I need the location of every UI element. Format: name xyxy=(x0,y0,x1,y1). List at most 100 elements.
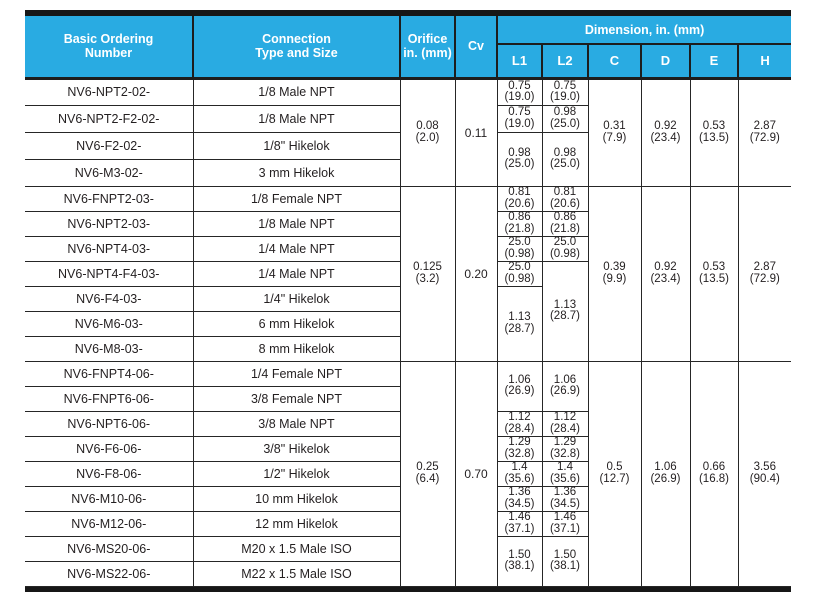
table-bottom-border xyxy=(25,586,791,592)
ordering-number-cell: NV6-M12-06- xyxy=(25,510,194,537)
table-row: NV6-M6-03- 6 mm Hikelok xyxy=(25,310,791,337)
header-cv: Cv xyxy=(454,16,498,80)
ordering-number-cell: NV6-NPT4-F4-03- xyxy=(25,260,194,287)
l2-cell: 1.06 (26.9) xyxy=(541,360,589,412)
orifice-cell: 0.25 (6.4) xyxy=(399,360,456,587)
l1-cell: 1.12 (28.4) xyxy=(496,410,543,437)
l2-cell: 0.75 (19.0) xyxy=(541,77,589,106)
ordering-number-cell: NV6-M8-03- xyxy=(25,335,194,362)
ordering-number-cell: NV6-F2-02- xyxy=(25,131,194,160)
l2-cell: 1.12 (28.4) xyxy=(541,410,589,437)
header-col-c: C xyxy=(587,44,642,80)
ordering-number-cell: NV6-NPT2-02- xyxy=(25,77,194,106)
header-connection-type-size: Connection Type and Size xyxy=(192,16,401,80)
connection-cell: 1/4 Male NPT xyxy=(192,235,401,262)
h-cell: 2.87 (72.9) xyxy=(737,77,792,187)
l2-cell: 0.81 (20.6) xyxy=(541,185,589,212)
connection-cell: 12 mm Hikelok xyxy=(192,510,401,537)
orifice-cell: 0.08 (2.0) xyxy=(399,77,456,187)
h-cell: 2.87 (72.9) xyxy=(737,185,792,362)
l2-cell: 1.36 (34.5) xyxy=(541,485,589,512)
ordering-table-wrap: Basic Ordering Number Connection Type an… xyxy=(25,10,792,592)
l1-cell: 1.36 (34.5) xyxy=(496,485,543,512)
l2-cell: 25.0 (0.98) xyxy=(541,235,589,262)
e-cell: 0.53 (13.5) xyxy=(689,185,739,362)
connection-cell: 1/8 Male NPT xyxy=(192,77,401,106)
table-row: NV6-MS22-06- M22 x 1.5 Male ISO xyxy=(25,560,791,587)
ordering-number-cell: NV6-MS22-06- xyxy=(25,560,194,587)
table-row: NV6-F8-06- 1/2" Hikelok 1.4 (35.6) 1.4 (… xyxy=(25,460,791,487)
ordering-number-cell: NV6-FNPT2-03- xyxy=(25,185,194,212)
ordering-number-cell: NV6-NPT4-03- xyxy=(25,235,194,262)
connection-cell: 3/8 Female NPT xyxy=(192,385,401,412)
header-dimension: Dimension, in. (mm) xyxy=(495,16,792,45)
table-row: NV6-FNPT4-06- 1/4 Female NPT 0.25 (6.4) … xyxy=(25,360,792,587)
connection-cell: 8 mm Hikelok xyxy=(192,335,401,362)
connection-cell: 1/8" Hikelok xyxy=(192,131,401,160)
table-row: NV6-FNPT2-03- 1/8 Female NPT 0.125 (3.2)… xyxy=(25,185,792,362)
l2-cell: 0.86 (21.8) xyxy=(541,210,589,237)
connection-cell: 1/2" Hikelok xyxy=(192,460,401,487)
connection-cell: M20 x 1.5 Male ISO xyxy=(192,535,401,562)
header-col-e: E xyxy=(689,44,739,80)
d-cell: 0.92 (23.4) xyxy=(640,77,691,187)
ordering-number-cell: NV6-F8-06- xyxy=(25,460,194,487)
cv-cell: 0.11 xyxy=(454,77,498,187)
ordering-number-cell: NV6-F6-06- xyxy=(25,435,194,462)
ordering-number-cell: NV6-FNPT6-06- xyxy=(25,385,194,412)
connection-cell: 1/4 Female NPT xyxy=(192,360,401,387)
l1-cell: 25.0 (0.98) xyxy=(496,260,543,287)
d-cell: 1.06 (26.9) xyxy=(640,360,691,587)
connection-cell: 3 mm Hikelok xyxy=(192,158,401,187)
group-orifice-0.25: NV6-FNPT4-06- 1/4 Female NPT 0.25 (6.4) … xyxy=(25,360,792,587)
l2-cell: 0.98 (25.0) xyxy=(541,131,589,187)
l1-cell: 1.06 (26.9) xyxy=(496,360,543,412)
table-header: Basic Ordering Number Connection Type an… xyxy=(25,16,792,80)
connection-cell: 10 mm Hikelok xyxy=(192,485,401,512)
connection-cell: 1/4 Male NPT xyxy=(192,260,401,287)
d-cell: 0.92 (23.4) xyxy=(640,185,691,362)
group-orifice-0.08: NV6-NPT2-02- 1/8 Male NPT 0.08 (2.0) 0.1… xyxy=(25,77,792,187)
header-orifice: Orifice in. (mm) xyxy=(399,16,456,80)
l1-cell: 0.98 (25.0) xyxy=(496,131,543,187)
connection-cell: 3/8 Male NPT xyxy=(192,410,401,437)
header-row-main: Basic Ordering Number Connection Type an… xyxy=(25,16,792,80)
table-row: NV6-MS20-06- M20 x 1.5 Male ISO 1.50 (38… xyxy=(25,535,791,587)
l1-cell: 1.29 (32.8) xyxy=(496,435,543,462)
table-row: NV6-M10-06- 10 mm Hikelok 1.36 (34.5) 1.… xyxy=(25,485,791,512)
ordering-number-cell: NV6-F4-03- xyxy=(25,285,194,312)
ordering-number-cell: NV6-M6-03- xyxy=(25,310,194,337)
ordering-number-cell: NV6-FNPT4-06- xyxy=(25,360,194,387)
table-row: NV6-M12-06- 12 mm Hikelok 1.46 (37.1) 1.… xyxy=(25,510,791,537)
l1-cell: 1.13 (28.7) xyxy=(496,285,543,362)
header-row-sub: L1 L2 C D E H xyxy=(25,44,792,80)
l1-cell: 25.0 (0.98) xyxy=(496,235,543,262)
l2-cell: 0.98 (25.0) xyxy=(541,104,589,133)
l2-cell: 1.4 (35.6) xyxy=(541,460,589,487)
table-row: NV6-F6-06- 3/8" Hikelok 1.29 (32.8) 1.29… xyxy=(25,435,791,462)
e-cell: 0.66 (16.8) xyxy=(689,360,739,587)
ordering-number-cell: NV6-NPT2-F2-02- xyxy=(25,104,194,133)
ordering-table: Basic Ordering Number Connection Type an… xyxy=(25,16,792,587)
connection-cell: 1/8 Male NPT xyxy=(192,210,401,237)
l2-cell: 1.29 (32.8) xyxy=(541,435,589,462)
header-col-l1: L1 xyxy=(496,44,543,80)
table-row: NV6-NPT2-02- 1/8 Male NPT 0.08 (2.0) 0.1… xyxy=(25,77,792,187)
header-col-h: H xyxy=(736,44,792,80)
header-basic-ordering-number: Basic Ordering Number xyxy=(25,16,194,80)
header-col-l2: L2 xyxy=(541,44,589,80)
table-top-border xyxy=(25,10,791,16)
orifice-cell: 0.125 (3.2) xyxy=(399,185,456,362)
connection-cell: 1/8 Female NPT xyxy=(192,185,401,212)
l2-cell: 1.13 (28.7) xyxy=(541,260,589,362)
ordering-number-cell: NV6-NPT2-03- xyxy=(25,210,194,237)
l1-cell: 0.81 (20.6) xyxy=(496,185,543,212)
l2-cell: 1.50 (38.1) xyxy=(541,535,589,587)
l1-cell: 0.75 (19.0) xyxy=(496,77,543,106)
connection-cell: 1/4" Hikelok xyxy=(192,285,401,312)
connection-cell: 1/8 Male NPT xyxy=(192,104,401,133)
connection-cell: M22 x 1.5 Male ISO xyxy=(192,560,401,587)
table-row: NV6-M3-02- 3 mm Hikelok xyxy=(25,158,791,187)
l1-cell: 0.86 (21.8) xyxy=(496,210,543,237)
